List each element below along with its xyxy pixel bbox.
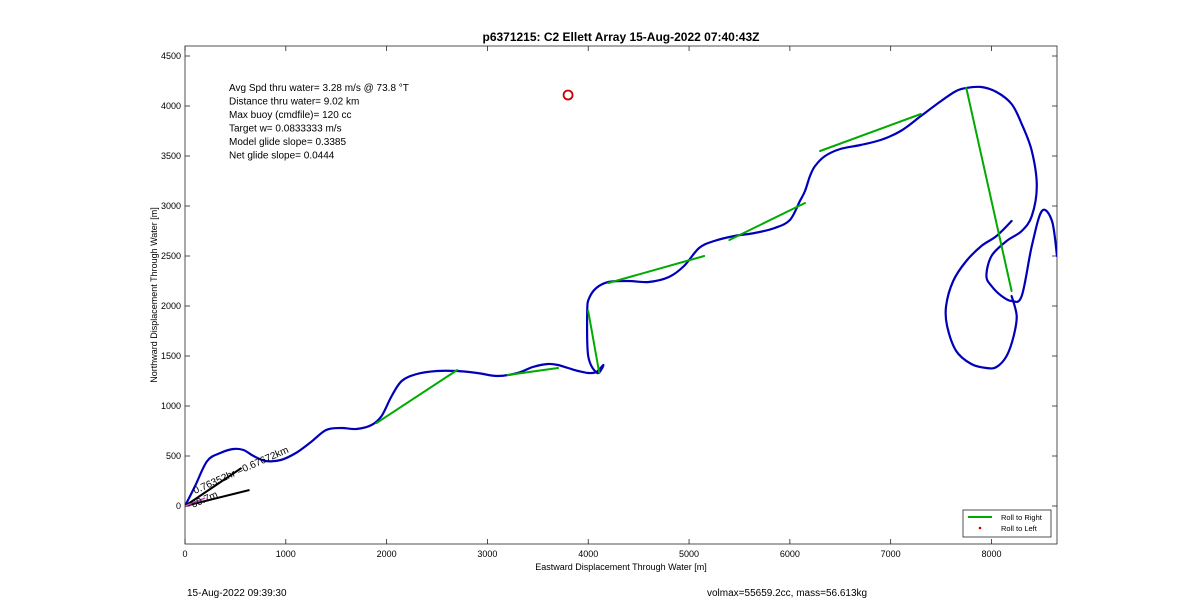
vector-label: 0.76352hr =0.67672km [192, 445, 291, 497]
stats-line: Net glide slope= 0.0444 [229, 151, 335, 162]
current-vector-line [185, 497, 206, 507]
y-tick-label: 3500 [161, 151, 181, 161]
x-tick-label: 6000 [780, 549, 800, 559]
series-track-loop [944, 219, 1018, 370]
y-tick-label: 2000 [161, 301, 181, 311]
y-tick-label: 3000 [161, 201, 181, 211]
legend: Roll to Right Roll to Left [962, 509, 1052, 538]
y-tick-label: 1000 [161, 401, 181, 411]
x-tick-label: 5000 [679, 549, 699, 559]
heading-vector-line [185, 489, 250, 507]
x-tick-label: 2000 [377, 549, 397, 559]
legend-label: Roll to Left [1001, 524, 1038, 533]
x-tick-label: 3000 [477, 549, 497, 559]
y-tick-label: 0 [176, 501, 181, 511]
stats-line: Avg Spd thru water= 3.28 m/s @ 73.8 °T [229, 83, 409, 94]
chart-title: p6371215: C2 Ellett Array 15-Aug-2022 07… [482, 30, 759, 44]
y-tick-label: 4000 [161, 101, 181, 111]
y-tick-label: 500 [166, 451, 181, 461]
heading-vector-line [185, 467, 243, 507]
axes-box [184, 45, 1058, 545]
x-tick-label: 1000 [276, 549, 296, 559]
series-track [185, 85, 1057, 508]
stats-annotations: Avg Spd thru water= 3.28 m/s @ 73.8 °T Di… [229, 83, 409, 162]
y-tick-label: 1500 [161, 351, 181, 361]
x-tick-label: 8000 [981, 549, 1001, 559]
stats-line: Max buoy (cmdfile)= 120 cc [229, 110, 352, 121]
stats-line: Target w= 0.0833333 m/s [229, 124, 342, 135]
stats-line: Distance thru water= 9.02 km [229, 97, 359, 108]
footer-vehicle-info: volmax=55659.2cc, mass=56.613kg [707, 588, 868, 599]
x-tick-label: 0 [182, 549, 187, 559]
x-axis-label: Eastward Displacement Through Water [m] [535, 562, 707, 572]
stats-line: Model glide slope= 0.3385 [229, 137, 346, 148]
y-axis-label: Northward Displacement Through Water [m] [149, 207, 159, 383]
y-tick-label: 4500 [161, 51, 181, 61]
legend-swatch-dot [978, 526, 982, 530]
y-tick-label: 2500 [161, 251, 181, 261]
footer-timestamp: 15-Aug-2022 09:39:30 [187, 588, 287, 599]
legend-label: Roll to Right [1001, 513, 1043, 522]
target-marker [562, 89, 574, 101]
series-roll-to-right [375, 87, 1013, 424]
x-tick-label: 4000 [578, 549, 598, 559]
legend-box [962, 509, 1052, 538]
x-tick-label: 7000 [881, 549, 901, 559]
